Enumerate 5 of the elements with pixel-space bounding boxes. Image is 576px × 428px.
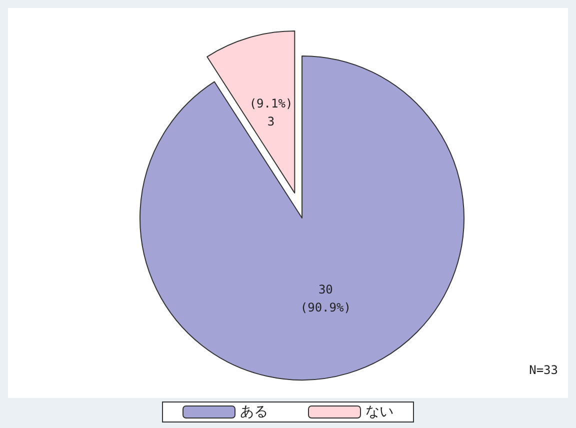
legend-label: ない [366,404,394,420]
text: N=33 [529,363,558,377]
data-label: (9.1%) 3 [249,96,293,128]
legend-label: ある [240,404,268,420]
data-label: 30 (90.9%) [300,282,351,315]
